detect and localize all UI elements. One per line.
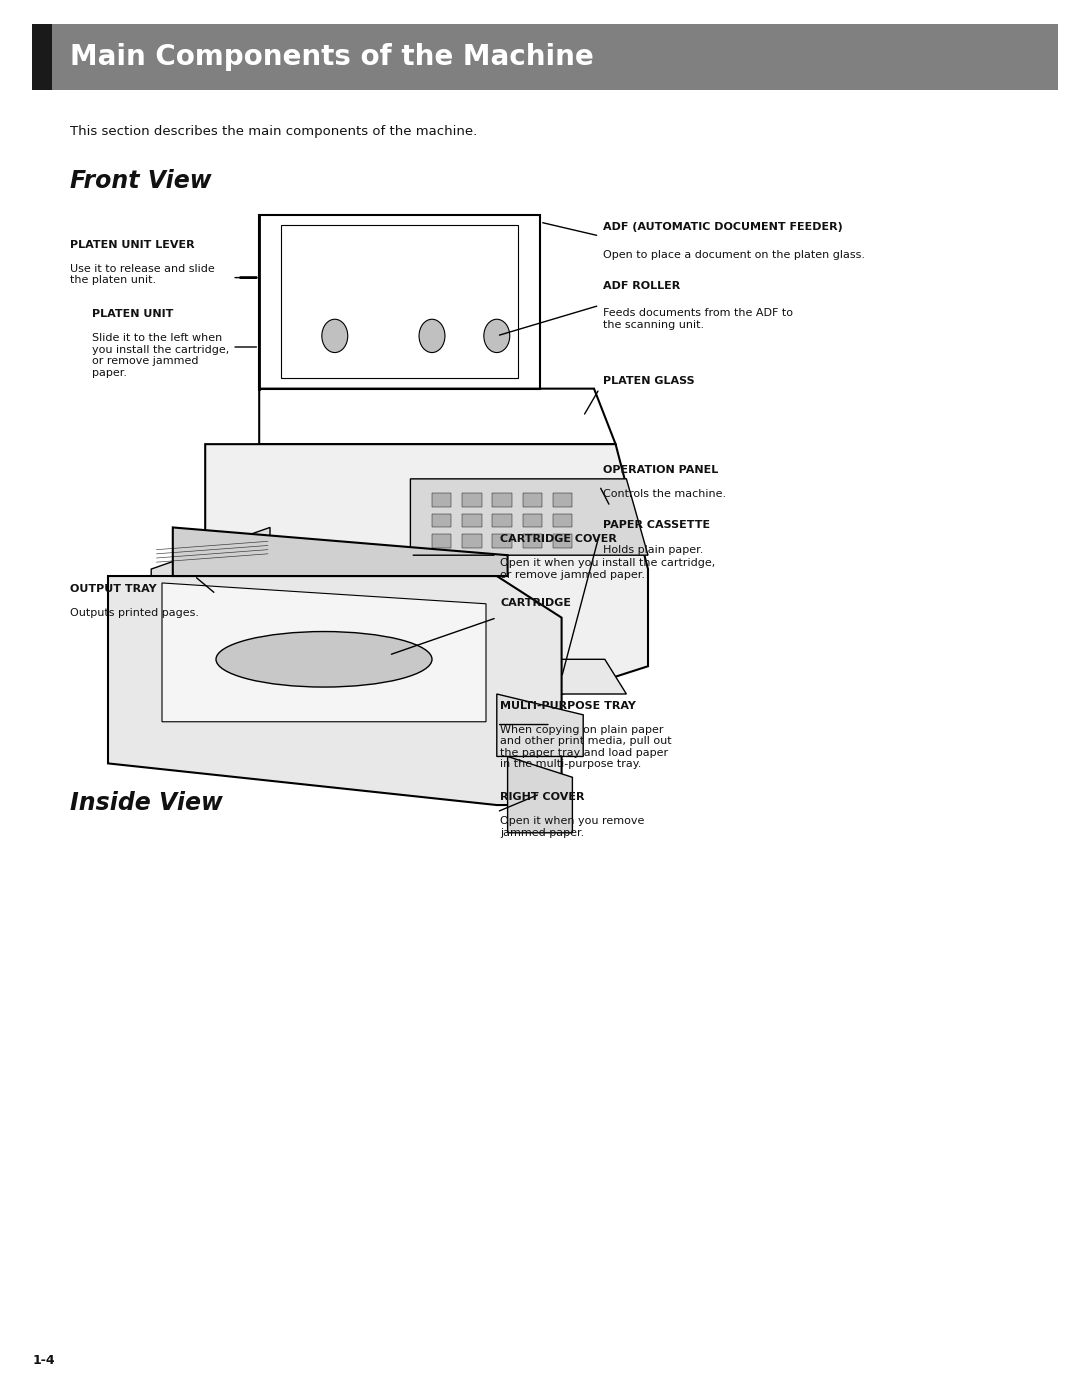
- Bar: [492, 493, 512, 507]
- Bar: [462, 493, 482, 507]
- Text: OPERATION PANEL: OPERATION PANEL: [603, 465, 718, 475]
- Text: Outputs printed pages.: Outputs printed pages.: [70, 608, 199, 618]
- Circle shape: [419, 319, 445, 353]
- Text: Holds plain paper.: Holds plain paper.: [603, 545, 703, 555]
- Text: PAPER CASSETTE: PAPER CASSETTE: [603, 520, 710, 530]
- Text: Front View: Front View: [70, 169, 212, 193]
- Polygon shape: [205, 444, 648, 694]
- Bar: [523, 514, 542, 527]
- Ellipse shape: [216, 632, 432, 687]
- Text: Main Components of the Machine: Main Components of the Machine: [70, 43, 594, 71]
- Bar: [32, 24, 1058, 90]
- Bar: [523, 493, 542, 507]
- Bar: [553, 534, 572, 548]
- Text: PLATEN UNIT: PLATEN UNIT: [92, 310, 173, 319]
- Text: Use it to release and slide
the platen unit.: Use it to release and slide the platen u…: [70, 264, 215, 286]
- Text: CARTRIDGE: CARTRIDGE: [500, 598, 571, 608]
- Bar: [462, 534, 482, 548]
- Bar: [462, 514, 482, 527]
- Bar: [553, 493, 572, 507]
- Circle shape: [322, 319, 348, 353]
- Text: RIGHT COVER: RIGHT COVER: [500, 793, 584, 802]
- Text: MULTI-PURPOSE TRAY: MULTI-PURPOSE TRAY: [500, 701, 636, 711]
- Bar: [432, 493, 451, 507]
- Text: CARTRIDGE COVER: CARTRIDGE COVER: [500, 534, 617, 544]
- Text: Inside View: Inside View: [70, 791, 224, 815]
- Text: ADF ROLLER: ADF ROLLER: [603, 282, 680, 291]
- Bar: [492, 514, 512, 527]
- Polygon shape: [238, 659, 626, 694]
- Polygon shape: [151, 527, 270, 597]
- Bar: [432, 514, 451, 527]
- Bar: [523, 534, 542, 548]
- Circle shape: [484, 319, 510, 353]
- Text: Slide it to the left when
you install the cartridge,
or remove jammed
paper.: Slide it to the left when you install th…: [92, 333, 229, 378]
- Text: Controls the machine.: Controls the machine.: [603, 489, 726, 498]
- Text: ADF (AUTOMATIC DOCUMENT FEEDER): ADF (AUTOMATIC DOCUMENT FEEDER): [603, 222, 842, 232]
- Polygon shape: [410, 479, 648, 555]
- Text: OUTPUT TRAY: OUTPUT TRAY: [70, 584, 157, 594]
- Bar: [492, 534, 512, 548]
- Polygon shape: [162, 583, 486, 722]
- Bar: [32, 24, 52, 90]
- Text: This section describes the main components of the machine.: This section describes the main componen…: [70, 125, 477, 137]
- Text: Open to place a document on the platen glass.: Open to place a document on the platen g…: [603, 250, 865, 260]
- Polygon shape: [508, 756, 572, 833]
- Text: Open it when you remove
jammed paper.: Open it when you remove jammed paper.: [500, 816, 645, 838]
- Polygon shape: [173, 527, 508, 576]
- Text: PLATEN UNIT LEVER: PLATEN UNIT LEVER: [70, 240, 194, 250]
- Polygon shape: [497, 694, 583, 756]
- Text: Feeds documents from the ADF to
the scanning unit.: Feeds documents from the ADF to the scan…: [603, 308, 793, 330]
- Bar: [432, 534, 451, 548]
- Text: Open it when you install the cartridge,
or remove jammed paper.: Open it when you install the cartridge, …: [500, 558, 715, 580]
- Text: 1-4: 1-4: [32, 1355, 55, 1367]
- Bar: [553, 514, 572, 527]
- Polygon shape: [108, 576, 562, 805]
- Text: PLATEN GLASS: PLATEN GLASS: [603, 376, 694, 386]
- Text: When copying on plain paper
and other print media, pull out
the paper tray and l: When copying on plain paper and other pr…: [500, 725, 672, 769]
